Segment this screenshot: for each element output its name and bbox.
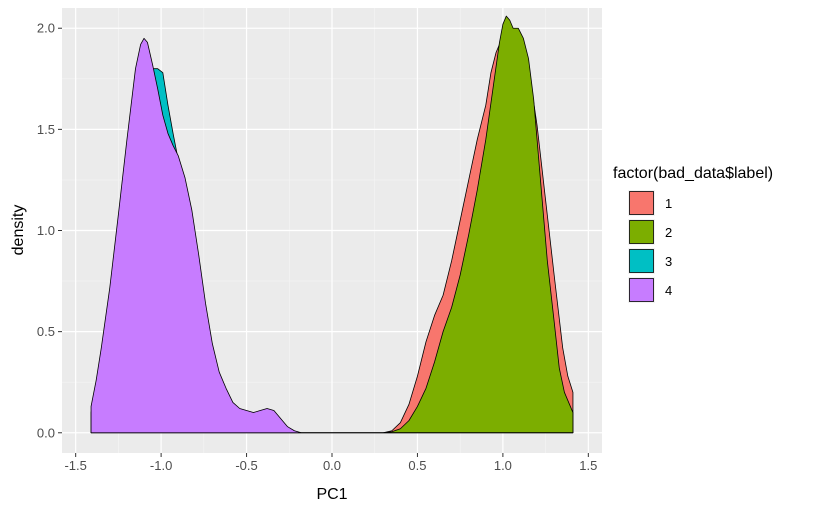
legend-title: factor(bad_data$label)	[613, 165, 773, 182]
x-axis-title: PC1	[316, 486, 347, 503]
legend-swatch-1	[629, 191, 654, 215]
x-tick-label: 1.0	[494, 458, 512, 473]
x-tick-label: -1.5	[64, 458, 86, 473]
legend: 1 2 3 4	[628, 190, 672, 303]
x-tick-label: 1.5	[579, 458, 597, 473]
legend-label-4: 4	[665, 283, 672, 298]
legend-swatch-2	[629, 220, 654, 244]
density-area-2	[90, 15, 574, 434]
y-tick-label: 2.0	[37, 21, 55, 36]
legend-label-2: 2	[665, 225, 672, 240]
y-tick-label: 0.0	[37, 425, 55, 440]
x-tick-label: -0.5	[235, 458, 257, 473]
density-areas	[90, 15, 574, 434]
legend-swatch-4	[629, 278, 654, 302]
x-axis: -1.5 -1.0 -0.5 0.0 0.5 1.0 1.5	[64, 453, 597, 473]
y-tick-label: 0.5	[37, 324, 55, 339]
legend-swatch-3	[629, 249, 654, 273]
legend-label-1: 1	[665, 196, 672, 211]
y-axis: 0.0 0.5 1.0 1.5 2.0	[37, 21, 62, 440]
x-tick-label: 0.5	[408, 458, 426, 473]
y-tick-label: 1.0	[37, 223, 55, 238]
density-area-4	[90, 37, 574, 434]
x-tick-label: 0.0	[323, 458, 341, 473]
x-tick-label: -1.0	[150, 458, 172, 473]
y-axis-title: density	[10, 205, 27, 256]
y-tick-label: 1.5	[37, 122, 55, 137]
legend-label-3: 3	[665, 254, 672, 269]
